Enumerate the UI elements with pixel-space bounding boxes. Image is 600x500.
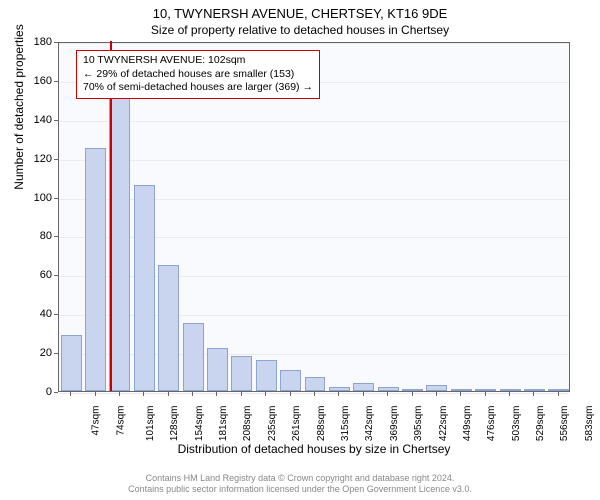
y-tick-label: 120 — [28, 153, 52, 165]
x-tick-mark — [338, 392, 339, 396]
y-tick-label: 180 — [28, 36, 52, 48]
x-tick-label: 503sqm — [511, 406, 522, 442]
histogram-bar — [305, 377, 326, 391]
footer-attribution: Contains HM Land Registry data © Crown c… — [0, 473, 600, 496]
x-tick-label: 288sqm — [316, 406, 327, 442]
x-tick-mark — [192, 392, 193, 396]
histogram-bar — [329, 387, 350, 391]
histogram-bar — [353, 383, 374, 391]
chart-title-main: 10, TWYNERSH AVENUE, CHERTSEY, KT16 9DE — [0, 0, 600, 21]
histogram-bar — [158, 265, 179, 391]
x-tick-mark — [436, 392, 437, 396]
histogram-bar — [426, 385, 447, 391]
x-tick-mark — [70, 392, 71, 396]
y-tick-mark — [54, 314, 58, 315]
x-tick-mark — [265, 392, 266, 396]
x-tick-mark — [363, 392, 364, 396]
x-tick-label: 476sqm — [486, 406, 497, 442]
histogram-bar — [500, 389, 521, 391]
x-tick-label: 261sqm — [291, 406, 302, 442]
x-tick-label: 128sqm — [169, 406, 180, 442]
x-tick-label: 315sqm — [340, 406, 351, 442]
y-tick-mark — [54, 392, 58, 393]
histogram-bar — [109, 90, 130, 391]
histogram-bar — [524, 389, 545, 391]
y-tick-label: 80 — [28, 230, 52, 242]
histogram-bar — [134, 185, 155, 391]
y-tick-mark — [54, 353, 58, 354]
x-tick-label: 181sqm — [218, 406, 229, 442]
x-tick-label: 154sqm — [194, 406, 205, 442]
x-tick-mark — [533, 392, 534, 396]
histogram-bar — [548, 389, 569, 391]
x-tick-label: 583sqm — [584, 406, 595, 442]
y-tick-label: 140 — [28, 114, 52, 126]
histogram-bar — [280, 370, 301, 391]
x-tick-label: 235sqm — [267, 406, 278, 442]
y-tick-mark — [54, 120, 58, 121]
info-box: 10 TWYNERSH AVENUE: 102sqm← 29% of detac… — [76, 50, 320, 99]
x-tick-mark — [509, 392, 510, 396]
histogram-bar — [475, 389, 496, 391]
y-tick-label: 60 — [28, 269, 52, 281]
x-tick-mark — [485, 392, 486, 396]
x-tick-mark — [387, 392, 388, 396]
x-tick-label: 422sqm — [438, 406, 449, 442]
x-tick-mark — [290, 392, 291, 396]
gridline-h — [59, 43, 569, 44]
x-tick-mark — [168, 392, 169, 396]
histogram-bar — [183, 323, 204, 391]
x-tick-mark — [216, 392, 217, 396]
y-tick-mark — [54, 159, 58, 160]
y-tick-label: 100 — [28, 192, 52, 204]
x-tick-label: 47sqm — [91, 406, 102, 436]
y-tick-label: 160 — [28, 75, 52, 87]
chart-title-sub: Size of property relative to detached ho… — [0, 21, 600, 37]
histogram-bar — [256, 360, 277, 391]
footer-line: Contains HM Land Registry data © Crown c… — [0, 473, 600, 485]
x-tick-mark — [558, 392, 559, 396]
y-tick-mark — [54, 198, 58, 199]
y-tick-mark — [54, 236, 58, 237]
x-tick-label: 449sqm — [462, 406, 473, 442]
y-tick-mark — [54, 275, 58, 276]
info-box-line: 70% of semi-detached houses are larger (… — [83, 81, 313, 95]
x-tick-label: 556sqm — [560, 406, 571, 442]
x-tick-mark — [95, 392, 96, 396]
x-tick-label: 74sqm — [115, 406, 126, 436]
x-tick-label: 342sqm — [364, 406, 375, 442]
footer-line: Contains public sector information licen… — [0, 484, 600, 496]
histogram-bar — [231, 356, 252, 391]
x-tick-mark — [314, 392, 315, 396]
info-box-line: ← 29% of detached houses are smaller (15… — [83, 68, 313, 82]
x-tick-label: 369sqm — [389, 406, 400, 442]
y-tick-label: 20 — [28, 347, 52, 359]
x-axis-label: Distribution of detached houses by size … — [58, 442, 570, 456]
x-tick-mark — [460, 392, 461, 396]
info-box-line: 10 TWYNERSH AVENUE: 102sqm — [83, 54, 313, 68]
x-tick-label: 208sqm — [243, 406, 254, 442]
histogram-bar — [378, 387, 399, 391]
histogram-bar — [207, 348, 228, 391]
gridline-h — [59, 160, 569, 161]
y-axis-label: Number of detached properties — [12, 7, 26, 207]
y-tick-mark — [54, 81, 58, 82]
histogram-bar — [85, 148, 106, 391]
x-tick-mark — [119, 392, 120, 396]
x-tick-label: 101sqm — [145, 406, 156, 442]
gridline-h — [59, 121, 569, 122]
x-tick-label: 529sqm — [535, 406, 546, 442]
y-tick-mark — [54, 42, 58, 43]
y-tick-label: 0 — [28, 386, 52, 398]
x-tick-mark — [412, 392, 413, 396]
y-tick-label: 40 — [28, 308, 52, 320]
x-tick-mark — [241, 392, 242, 396]
x-tick-label: 395sqm — [413, 406, 424, 442]
histogram-bar — [61, 335, 82, 391]
histogram-bar — [402, 389, 423, 391]
x-tick-mark — [143, 392, 144, 396]
histogram-bar — [451, 389, 472, 391]
